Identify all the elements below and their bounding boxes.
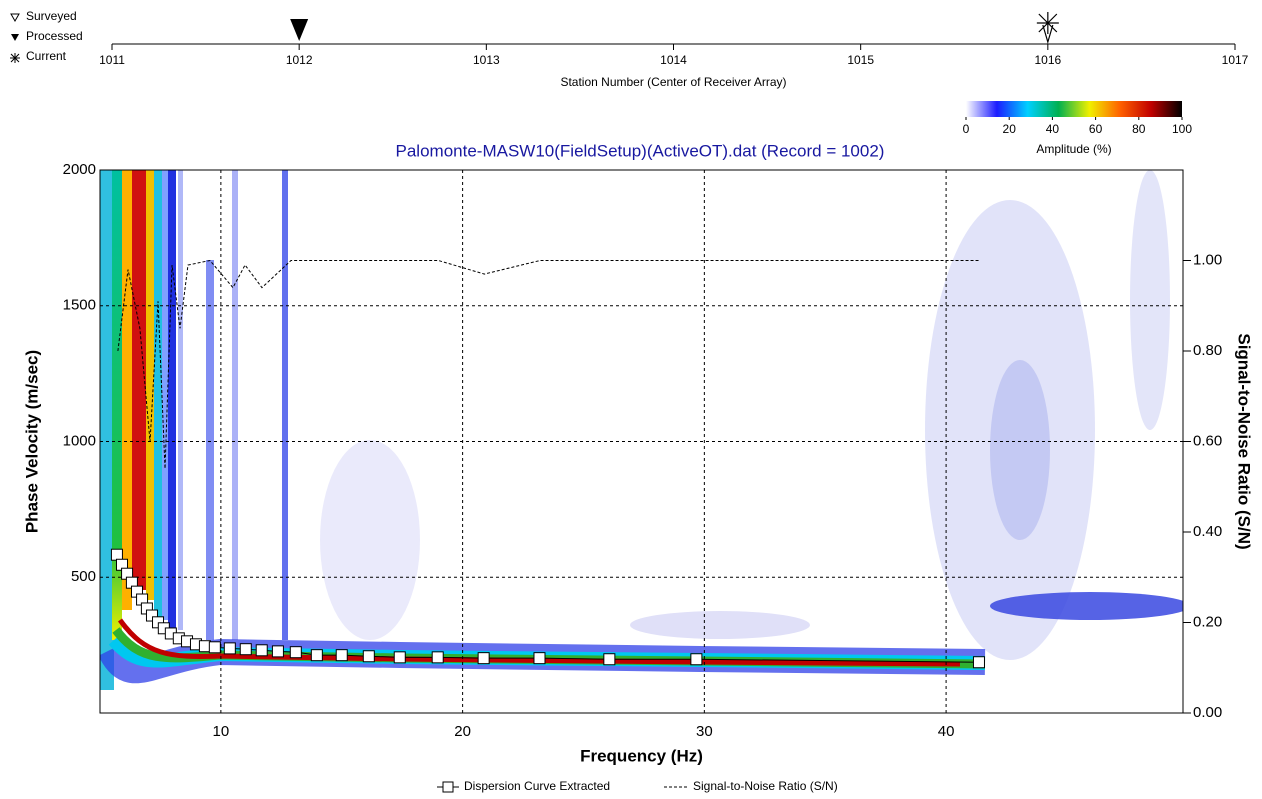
dispersion-point [198,640,211,653]
y-tick-label: 1000 [63,432,96,449]
colorbar-tick-label: 80 [1132,122,1146,136]
y2-tick-label: 0.20 [1193,613,1222,630]
processed-marker [290,19,309,41]
legend-label: Dispersion Curve Extracted [464,779,610,793]
dispersion-point [477,652,490,665]
station-tick-label: 1011 [99,53,125,67]
dispersion-point [223,642,236,655]
dispersion-point [972,656,985,669]
y-tick-label: 500 [71,568,96,585]
dispersion-point [208,641,221,654]
station-tick-label: 1013 [473,53,500,67]
y-tick-label: 1500 [63,297,96,314]
y2-tick-label: 0.40 [1193,523,1222,540]
station-tick-label: 1015 [847,53,874,67]
x-tick-label: 30 [696,723,713,740]
legend-square [442,781,454,793]
plot-frame [99,169,1184,714]
surveyed-symbol [10,13,20,23]
current-star [1036,12,1059,45]
y-axis-label: Phase Velocity (m/sec) [22,350,41,533]
legend-label: Surveyed [26,9,77,23]
dispersion-point [362,650,375,663]
dispersion-point [145,609,158,622]
chart-title: Palomonte-MASW10(FieldSetup)(ActiveOT).d… [396,141,885,160]
x-axis-label: Frequency (Hz) [580,746,703,765]
station-axis-label: Station Number (Center of Receiver Array… [560,75,786,89]
dispersion-point [310,649,323,662]
processed-symbol [11,34,19,41]
legend-label: Current [26,49,67,63]
x-tick-label: 10 [213,723,230,740]
station-tick-label: 1014 [660,53,687,67]
x-tick-label: 40 [938,723,955,740]
x-tick-label: 20 [454,723,471,740]
current-marker [1036,12,1059,45]
station-tick-label: 1017 [1222,53,1249,67]
colorbar-label: Amplitude (%) [1036,142,1111,156]
y-tick-label: 2000 [63,161,96,178]
station-tick-label: 1016 [1034,53,1061,67]
legend-label: Processed [26,29,83,43]
colorbar-tick-label: 0 [963,122,970,136]
dispersion-point [690,653,703,666]
colorbar-tick-label: 60 [1089,122,1103,136]
dispersion-point [393,651,406,664]
dispersion-point [110,548,123,561]
dispersion-point [255,644,268,657]
y2-tick-label: 0.80 [1193,342,1222,359]
station-tick-label: 1012 [286,53,313,67]
y2-tick-label: 1.00 [1193,251,1222,268]
snr-line [117,259,980,469]
legend-label: Signal-to-Noise Ratio (S/N) [693,779,838,793]
y2-tick-label: 0.00 [1193,704,1222,721]
dispersion-point [533,652,546,665]
dispersion-point [603,653,616,666]
dispersion-point [335,649,348,662]
amplitude-image [100,170,1183,690]
colorbar-tick-label: 40 [1046,122,1060,136]
current-symbol [10,53,20,63]
y2-axis-label: Signal-to-Noise Ratio (S/N) [1235,333,1254,549]
dispersion-point [239,643,252,656]
dispersion-point [289,646,302,659]
colorbar [966,101,1182,117]
y2-tick-label: 0.60 [1193,432,1222,449]
colorbar-tick-label: 20 [1003,122,1017,136]
dispersion-point [271,645,284,658]
dispersion-point [431,651,444,664]
colorbar-tick-label: 100 [1172,122,1192,136]
